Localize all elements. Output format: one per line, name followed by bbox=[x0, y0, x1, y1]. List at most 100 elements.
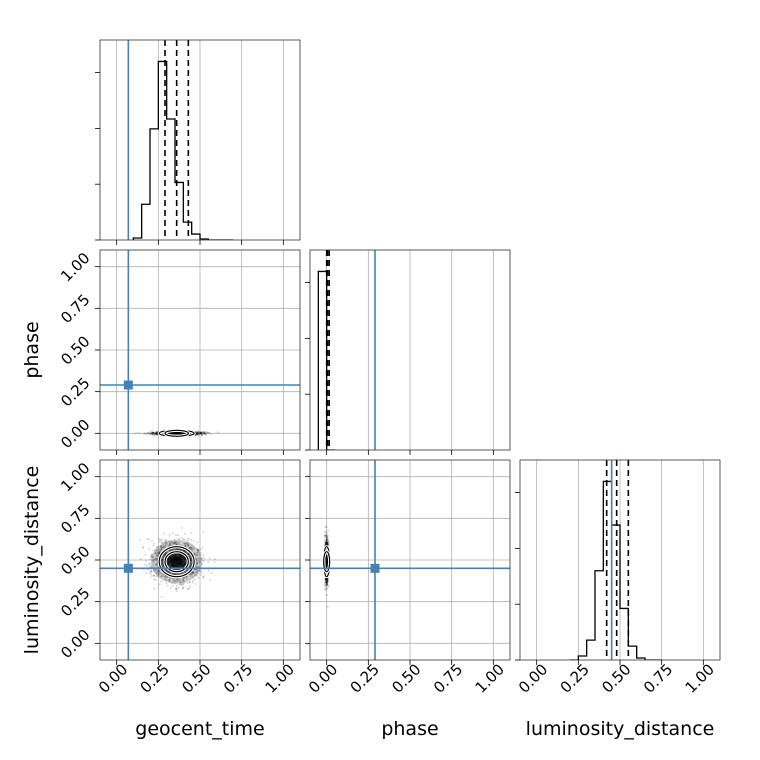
sample-point bbox=[167, 432, 169, 434]
sample-point bbox=[154, 569, 157, 572]
sample-point bbox=[169, 432, 171, 435]
sample-point bbox=[183, 556, 186, 559]
sample-point bbox=[204, 433, 206, 435]
sample-point bbox=[161, 559, 163, 562]
sample-point bbox=[156, 575, 159, 577]
sample-point bbox=[168, 431, 171, 434]
sample-point bbox=[173, 573, 176, 576]
sample-point bbox=[197, 551, 200, 553]
sample-point bbox=[183, 556, 185, 558]
sample-point bbox=[181, 581, 184, 584]
sample-point bbox=[190, 547, 192, 549]
sample-point bbox=[153, 587, 156, 590]
sample-point bbox=[192, 571, 195, 574]
sample-point bbox=[192, 549, 195, 551]
sample-point bbox=[325, 544, 328, 546]
sample-point bbox=[188, 547, 191, 550]
sample-point bbox=[197, 430, 200, 433]
sample-point bbox=[157, 573, 160, 575]
sample-point bbox=[170, 556, 173, 559]
sample-point bbox=[173, 572, 175, 575]
sample-point bbox=[191, 562, 194, 564]
sample-point bbox=[169, 560, 172, 563]
sample-point bbox=[169, 560, 172, 563]
sample-point bbox=[326, 583, 328, 585]
sample-point bbox=[164, 542, 167, 544]
sample-point bbox=[159, 549, 161, 551]
sample-point bbox=[325, 577, 328, 580]
sample-point bbox=[325, 566, 328, 568]
sample-point bbox=[150, 570, 153, 573]
sample-point bbox=[325, 555, 328, 557]
sample-point bbox=[173, 572, 175, 575]
sample-point bbox=[184, 558, 187, 561]
sample-point bbox=[183, 582, 185, 585]
sample-point bbox=[190, 548, 193, 551]
sample-point bbox=[197, 570, 199, 572]
sample-point bbox=[174, 555, 177, 558]
sample-point bbox=[325, 553, 328, 555]
sample-point bbox=[172, 547, 174, 550]
sample-point bbox=[158, 552, 160, 554]
sample-point bbox=[326, 554, 328, 556]
sample-point bbox=[183, 432, 186, 434]
sample-point bbox=[176, 578, 179, 581]
sample-point bbox=[193, 574, 196, 577]
sample-point bbox=[169, 431, 171, 434]
sample-point bbox=[325, 577, 327, 580]
sample-point bbox=[325, 555, 328, 557]
sample-point bbox=[183, 550, 186, 553]
sample-point bbox=[173, 556, 176, 558]
sample-point bbox=[183, 560, 185, 563]
sample-point bbox=[164, 545, 167, 548]
sample-point bbox=[169, 560, 172, 563]
sample-point bbox=[184, 571, 187, 574]
sample-point bbox=[178, 548, 181, 550]
sample-point bbox=[325, 541, 328, 544]
sample-point bbox=[184, 562, 186, 565]
sample-point bbox=[156, 554, 158, 557]
sample-point bbox=[325, 594, 328, 596]
sample-point bbox=[205, 434, 208, 436]
sample-point bbox=[181, 566, 183, 568]
sample-point bbox=[199, 431, 202, 434]
sample-point bbox=[169, 431, 171, 434]
sample-point bbox=[324, 584, 327, 587]
sample-point bbox=[325, 541, 328, 544]
sample-point bbox=[182, 432, 184, 434]
sample-point bbox=[165, 544, 167, 547]
sample-point bbox=[187, 544, 189, 546]
sample-point bbox=[183, 432, 185, 435]
sample-point bbox=[172, 555, 175, 557]
sample-point bbox=[184, 432, 187, 435]
sample-point bbox=[325, 577, 328, 580]
sample-point bbox=[325, 554, 328, 556]
sample-point bbox=[182, 579, 184, 581]
sample-point bbox=[324, 543, 326, 545]
sample-point bbox=[158, 583, 161, 586]
sample-point bbox=[326, 553, 328, 555]
sample-point bbox=[199, 432, 201, 435]
sample-point bbox=[151, 553, 154, 555]
sample-point bbox=[325, 555, 328, 558]
sample-point bbox=[325, 580, 328, 583]
sample-point bbox=[325, 584, 328, 586]
sample-point bbox=[182, 432, 185, 435]
sample-point bbox=[167, 432, 170, 434]
sample-point bbox=[182, 432, 184, 434]
sample-point bbox=[163, 554, 166, 556]
sample-point bbox=[168, 432, 170, 435]
density-level-3 bbox=[170, 556, 183, 567]
sample-point bbox=[152, 432, 155, 434]
sample-point bbox=[171, 544, 174, 546]
sample-point bbox=[166, 551, 168, 554]
sample-point bbox=[190, 560, 192, 562]
sample-point bbox=[197, 561, 200, 564]
sample-point bbox=[185, 432, 187, 435]
sample-point bbox=[189, 565, 191, 567]
sample-point bbox=[196, 433, 199, 436]
sample-point bbox=[193, 552, 196, 554]
sample-point bbox=[187, 542, 190, 544]
sample-point bbox=[161, 559, 164, 562]
sample-point bbox=[196, 432, 198, 435]
